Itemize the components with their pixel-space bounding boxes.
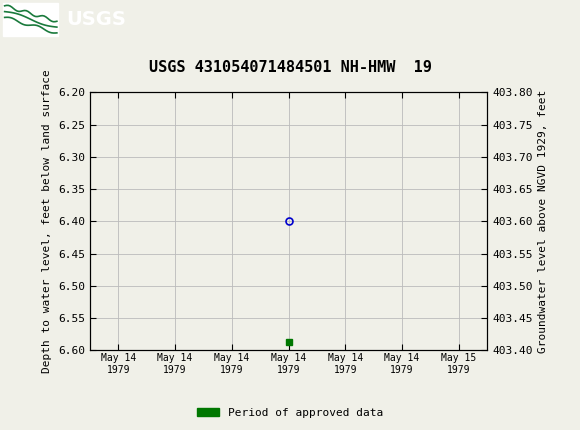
Bar: [3, 3, 58, 36]
Text: USGS 431054071484501 NH-HMW  19: USGS 431054071484501 NH-HMW 19: [148, 60, 432, 75]
Y-axis label: Depth to water level, feet below land surface: Depth to water level, feet below land su…: [42, 70, 52, 373]
Legend: Period of approved data: Period of approved data: [193, 403, 387, 422]
Text: USGS: USGS: [67, 10, 126, 29]
Y-axis label: Groundwater level above NGVD 1929, feet: Groundwater level above NGVD 1929, feet: [538, 90, 548, 353]
